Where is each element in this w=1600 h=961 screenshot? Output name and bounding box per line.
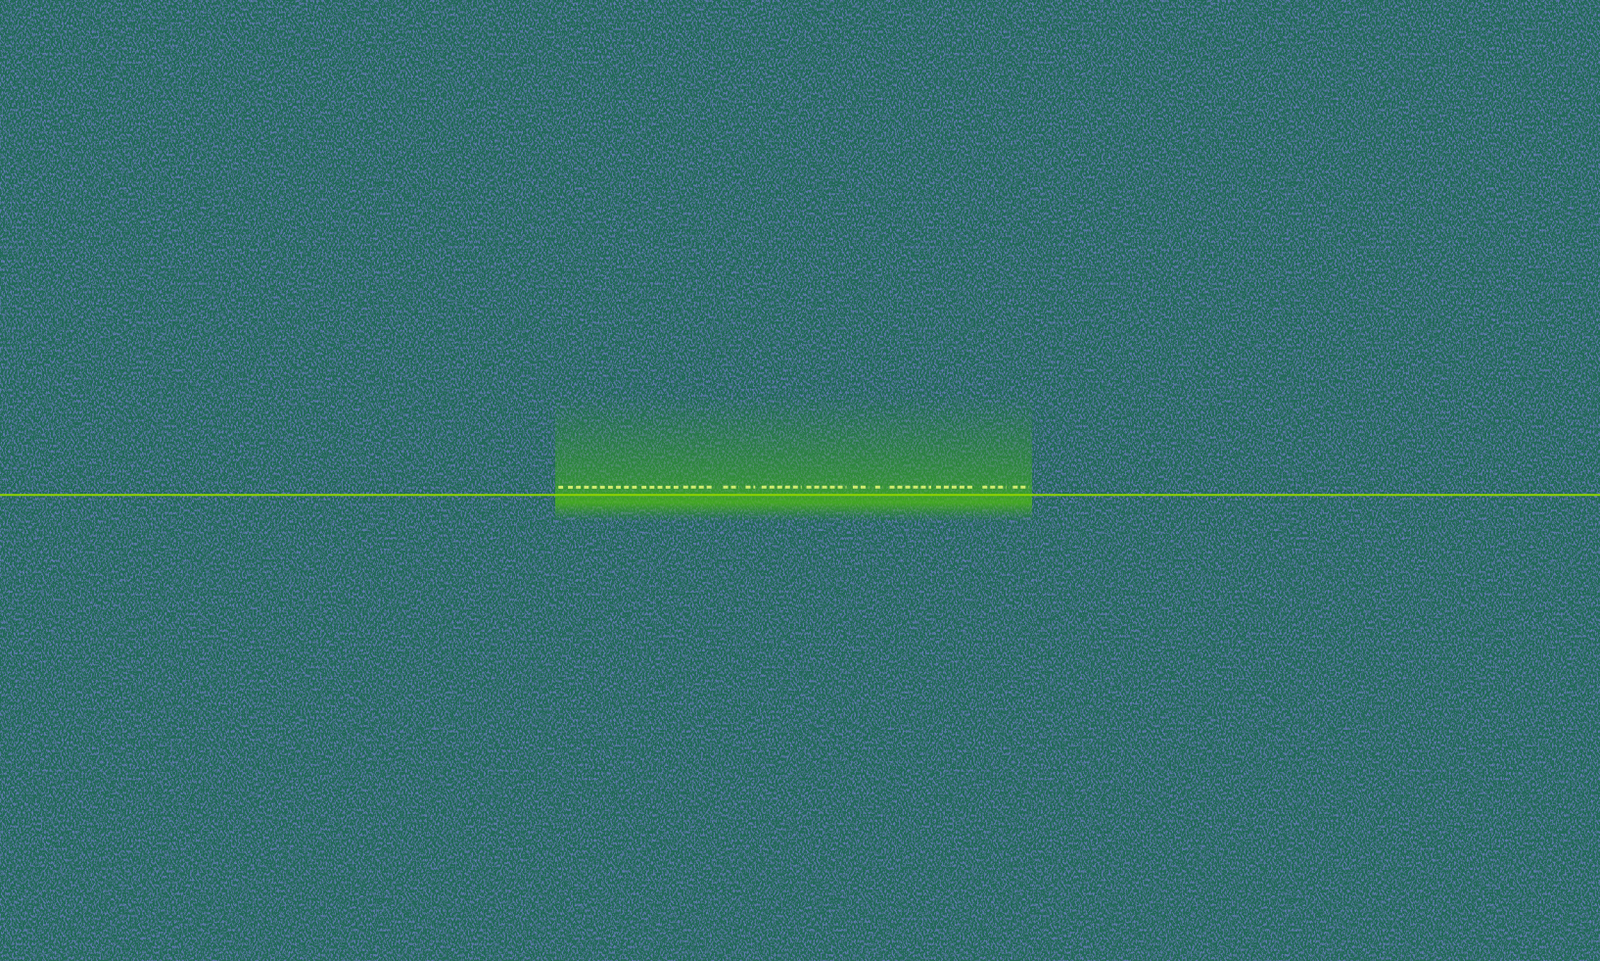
pulse <box>852 485 869 489</box>
pulse <box>982 485 1007 489</box>
pulse <box>745 485 755 489</box>
pulse <box>600 485 606 489</box>
pulse <box>649 485 655 489</box>
pulse <box>665 485 671 489</box>
pulse <box>608 485 613 489</box>
spectrogram <box>0 0 1600 961</box>
pulse <box>567 485 573 489</box>
pulse <box>761 485 802 489</box>
pulse <box>936 485 975 489</box>
pulse <box>875 485 884 489</box>
pulse <box>615 485 621 489</box>
pulse <box>641 485 647 489</box>
pulse <box>683 485 714 489</box>
pulse <box>806 485 848 489</box>
pulse <box>631 485 637 489</box>
pulse <box>575 485 581 489</box>
plot-area <box>0 393 1600 521</box>
pulse <box>592 485 598 489</box>
pulse <box>1012 485 1029 489</box>
pulse <box>673 485 679 489</box>
burst-glow <box>555 393 1033 521</box>
pulse <box>890 485 932 489</box>
pulse <box>558 485 564 489</box>
noise-floor <box>0 0 1600 961</box>
pulse <box>658 485 663 489</box>
pulse <box>723 485 740 489</box>
pulse <box>623 485 629 489</box>
pulse <box>583 485 589 489</box>
carrier-line <box>0 493 1600 496</box>
